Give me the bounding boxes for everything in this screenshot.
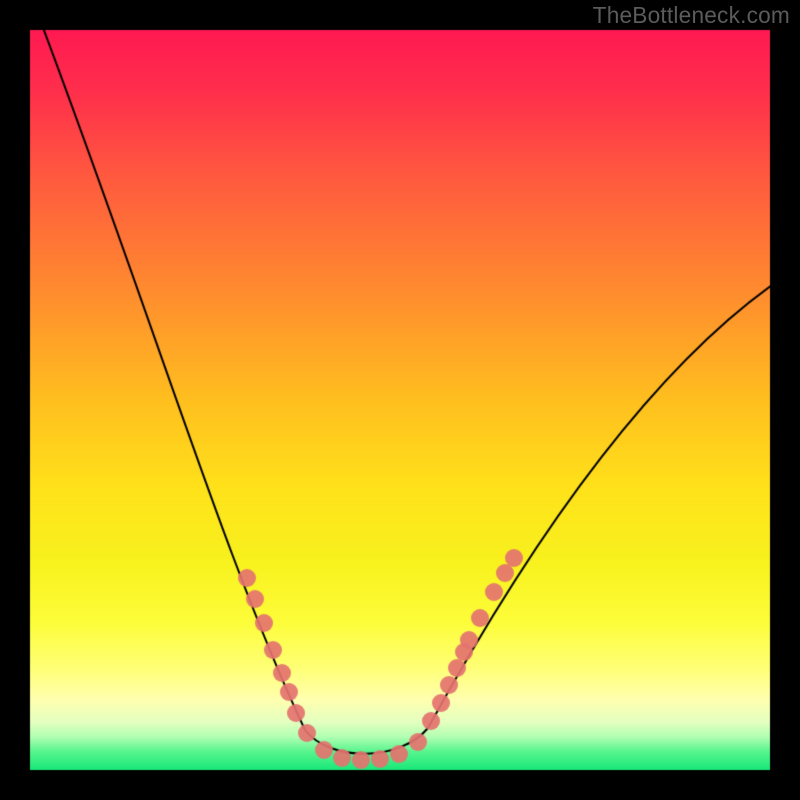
bottleneck-chart-canvas xyxy=(0,0,800,800)
chart-stage: TheBottleneck.com xyxy=(0,0,800,800)
